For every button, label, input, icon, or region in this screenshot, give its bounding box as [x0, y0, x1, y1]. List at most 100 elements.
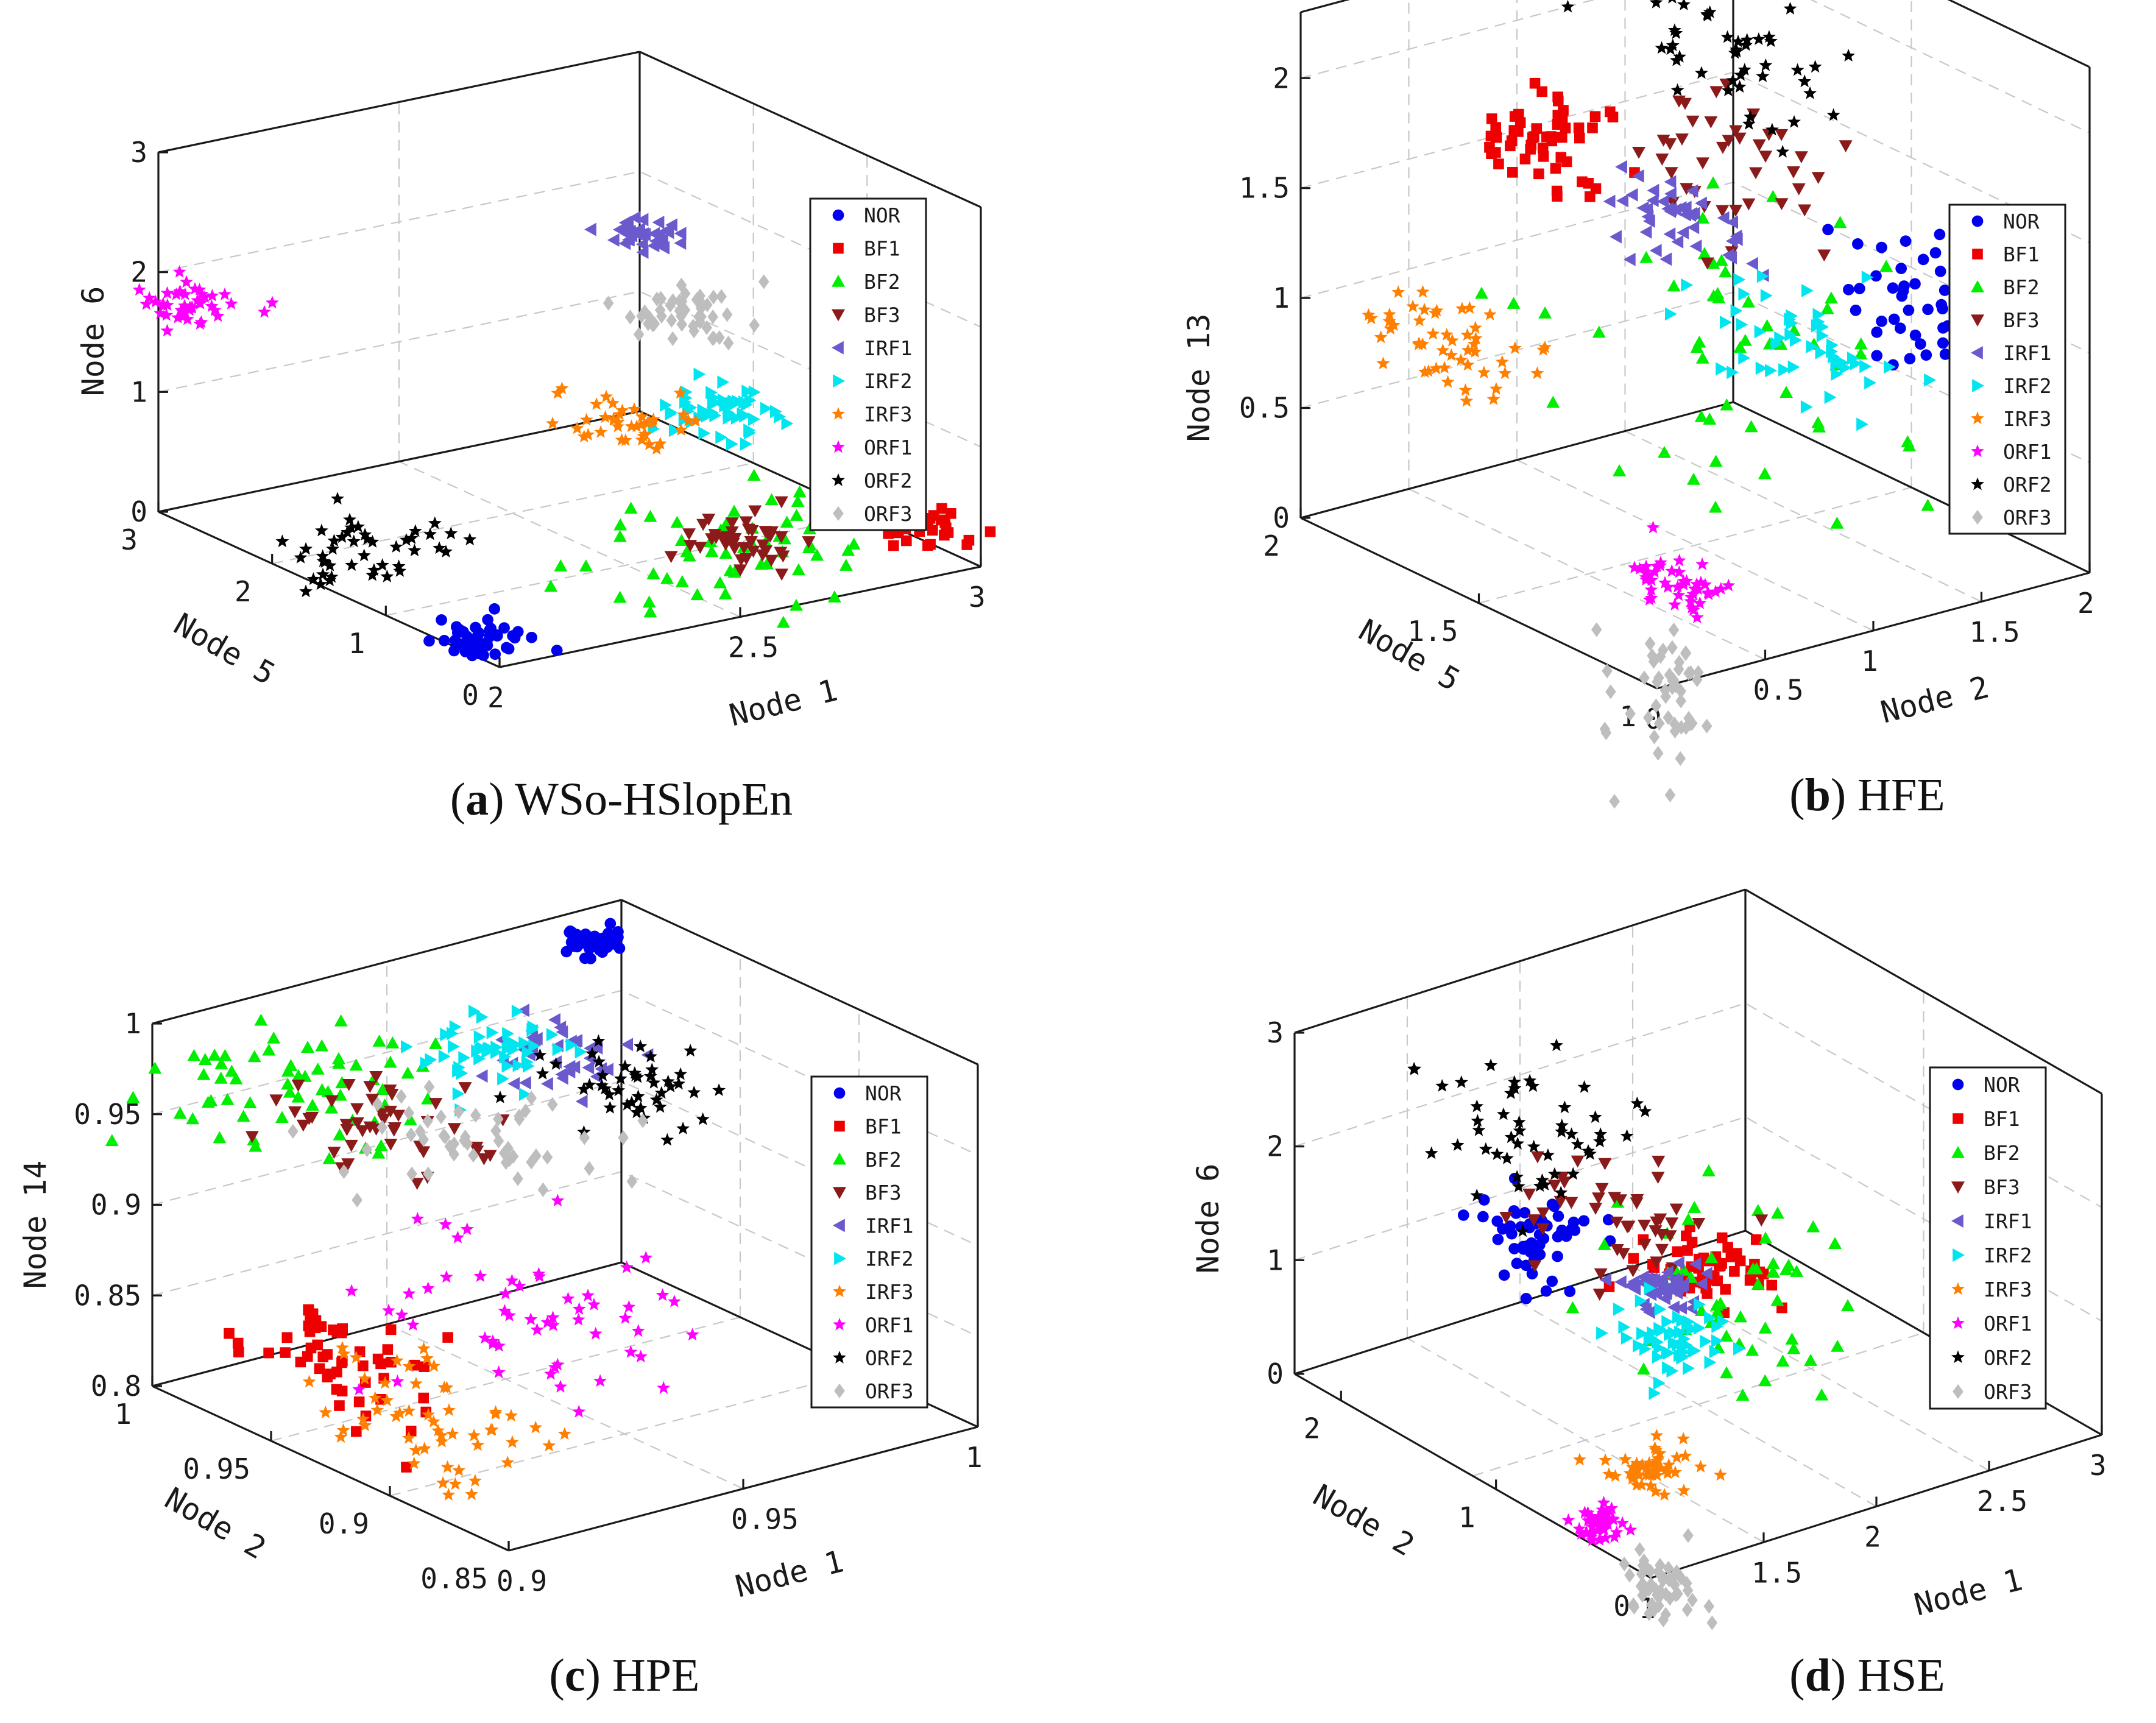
legend-item-bf2: BF2 [832, 270, 900, 294]
legend-item-irf2: IRF2 [1953, 1244, 2032, 1267]
data-point [1478, 1194, 1490, 1206]
legend-label: NOR [2003, 210, 2040, 233]
data-point [473, 1030, 486, 1044]
data-point [1550, 163, 1561, 174]
data-point [810, 548, 824, 561]
data-point [776, 615, 790, 628]
legend-item-nor: NOR [1952, 1073, 2020, 1097]
data-point [1760, 289, 1773, 303]
data-point [1826, 338, 1839, 352]
data-point [1436, 343, 1450, 356]
data-point [1527, 1214, 1541, 1226]
data-point [1734, 1310, 1748, 1323]
data-point [1625, 706, 1636, 721]
data-point [1638, 1239, 1652, 1251]
legend-label: BF2 [864, 270, 900, 294]
series-bf1 [1484, 77, 1640, 202]
data-point [1639, 1342, 1652, 1356]
data-point [1667, 640, 1678, 656]
data-point [572, 1302, 586, 1315]
data-point [465, 1487, 479, 1501]
data-point [384, 1105, 398, 1118]
data-point [1507, 297, 1521, 309]
data-point [1538, 306, 1552, 319]
axis-edge [158, 51, 640, 154]
data-point [1528, 1260, 1542, 1273]
legend-item-orf3: ORF3 [1972, 506, 2051, 529]
data-point [1759, 58, 1773, 71]
data-point [618, 433, 632, 447]
data-point [475, 646, 487, 659]
data-point [1730, 44, 1744, 58]
data-point [1815, 345, 1828, 359]
data-point [1770, 1293, 1784, 1306]
data-point [1639, 250, 1653, 263]
legend-marker [1971, 314, 1984, 327]
y-tick-label: 2 [1304, 1412, 1321, 1445]
data-point [425, 1053, 437, 1067]
data-point [1652, 1335, 1664, 1349]
data-point [1766, 1257, 1780, 1269]
data-point [1661, 1315, 1674, 1329]
data-point [1510, 1170, 1524, 1183]
data-point [482, 614, 493, 626]
data-point [780, 515, 794, 528]
data-point [1641, 210, 1654, 224]
data-point [1744, 110, 1758, 123]
data-point [528, 1033, 541, 1047]
data-point [1636, 1326, 1649, 1340]
data-point [1445, 333, 1459, 347]
data-point [1618, 1320, 1631, 1334]
z-tick-label: 0.5 [1239, 392, 1290, 425]
data-point [1602, 663, 1613, 679]
data-point [1801, 284, 1814, 298]
data-point [622, 1300, 636, 1313]
data-point [1663, 710, 1674, 725]
data-point [262, 1043, 276, 1056]
series-nor [423, 603, 563, 662]
data-point [1903, 439, 1917, 451]
data-point [554, 1379, 567, 1393]
data-point [1664, 667, 1675, 682]
data-point [1638, 1553, 1650, 1568]
data-point [1664, 202, 1677, 216]
data-point [1871, 326, 1883, 338]
data-point [1632, 146, 1646, 159]
data-point [1384, 322, 1398, 335]
data-point [439, 1217, 453, 1231]
data-point [1538, 1178, 1552, 1191]
data-point [191, 293, 205, 306]
data-point [1553, 1195, 1568, 1208]
data-point [1529, 77, 1541, 89]
data-point [1736, 1389, 1750, 1401]
data-point [1697, 247, 1711, 260]
data-point [1387, 318, 1401, 331]
data-point [1831, 367, 1843, 381]
data-point [1592, 1192, 1606, 1205]
data-point [449, 1020, 462, 1034]
data-point [639, 1251, 653, 1264]
data-point [1733, 341, 1747, 353]
data-point [1667, 1300, 1680, 1314]
series-irf2 [400, 1005, 587, 1117]
data-point [1937, 322, 1949, 334]
data-point [1614, 1194, 1628, 1207]
legend-item-nor: NOR [833, 1081, 902, 1105]
data-point [1470, 1099, 1484, 1113]
data-point [635, 409, 649, 423]
data-point [664, 551, 678, 564]
data-point [366, 535, 380, 548]
data-point [1709, 1345, 1722, 1359]
data-point [1418, 303, 1432, 316]
data-point [687, 1085, 701, 1099]
data-point [654, 1086, 668, 1099]
data-point [1717, 211, 1730, 225]
data-point [1644, 582, 1658, 596]
data-point [1630, 1463, 1644, 1477]
data-point [594, 425, 608, 438]
legend-item-bf2: BF2 [1971, 275, 2040, 299]
data-point [1775, 198, 1789, 211]
data-point [1595, 1183, 1609, 1195]
data-point [1716, 1232, 1728, 1244]
axis-edge [152, 899, 622, 1025]
